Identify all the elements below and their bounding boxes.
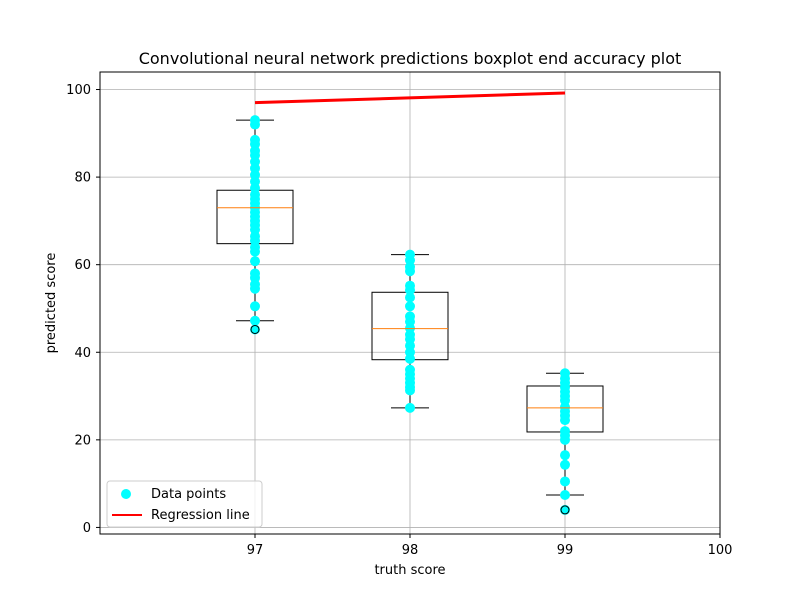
x-tick-label: 99: [557, 543, 574, 558]
y-axis-title: predicted score: [44, 253, 59, 354]
legend-label-data-points: Data points: [151, 487, 226, 502]
data-point: [560, 415, 570, 426]
data-point: [250, 301, 260, 312]
data-point: [250, 256, 260, 267]
data-point: [560, 459, 570, 470]
x-tick-label: 97: [247, 543, 264, 558]
legend-label-regression-line: Regression line: [151, 508, 250, 523]
legend-marker-data-points: [121, 489, 131, 499]
data-point: [560, 490, 570, 501]
y-tick-label: 0: [83, 521, 91, 536]
data-point: [560, 476, 570, 487]
data-point: [405, 353, 415, 364]
legend-frame: [106, 480, 263, 528]
data-point: [405, 385, 415, 396]
x-tick-label: 98: [402, 543, 419, 558]
regression-line-layer: [217, 91, 603, 515]
data-point: [405, 285, 415, 296]
data-point: [250, 119, 260, 130]
legend: Data points Regression line: [106, 480, 263, 528]
data-point: [560, 434, 570, 445]
data-point: [250, 283, 260, 294]
data-point: [560, 450, 570, 461]
data-point: [405, 402, 415, 413]
y-tick-label: 100: [66, 83, 91, 98]
axis-ticks: 97 98 99 100 0 20 40 60 80 100: [66, 83, 732, 558]
y-tick-label: 80: [74, 171, 91, 186]
chart-title: Convolutional neural network predictions…: [139, 49, 682, 68]
data-point: [250, 246, 260, 257]
data-point: [405, 301, 415, 312]
regression-line: [254, 91, 566, 105]
data-point: [250, 315, 260, 326]
y-tick-label: 20: [74, 433, 91, 448]
outlier-point: [560, 505, 570, 515]
y-tick-label: 40: [74, 346, 91, 361]
outlier-point: [250, 324, 260, 334]
data-point: [405, 266, 415, 277]
x-tick-label: 100: [708, 543, 733, 558]
data-point: [405, 292, 415, 303]
y-tick-label: 60: [74, 258, 91, 273]
x-axis-title: truth score: [374, 563, 445, 578]
